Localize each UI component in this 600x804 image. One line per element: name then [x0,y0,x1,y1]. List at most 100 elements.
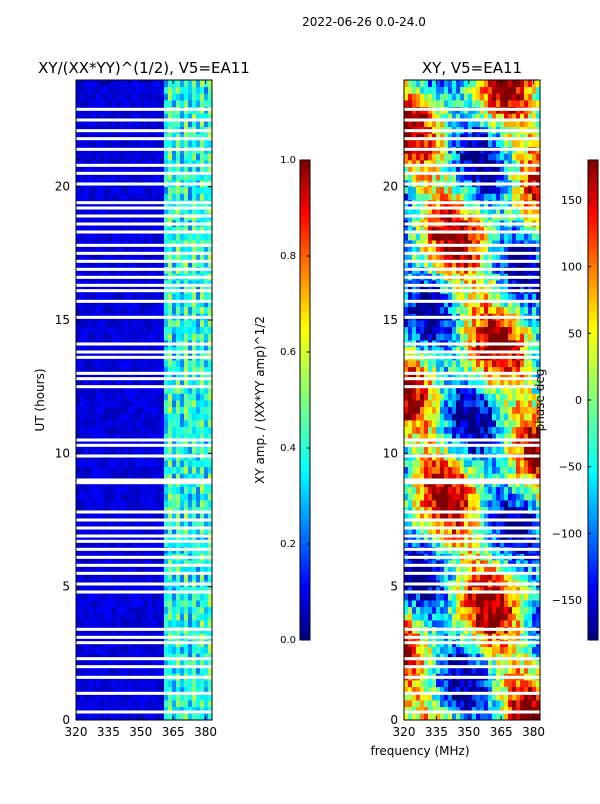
heatmap-b-cell [420,400,424,407]
heatmap-a-cell [80,620,84,627]
heatmap-b-cell [416,680,420,687]
heatmap-b-cell [508,700,512,707]
heatmap-b-cell [440,487,444,494]
heatmap-a-cell [148,360,152,367]
heatmap-b-cell [484,647,488,654]
heatmap-b-cell [492,420,496,427]
heatmap-b-cell [440,407,444,414]
heatmap-a-cell [148,460,152,467]
heatmap-b-cell [488,487,492,494]
heatmap-a-cell [204,420,208,427]
heatmap-a-cell [192,680,196,687]
heatmap-a-cell [200,460,204,467]
heatmap-a-cell [136,447,140,454]
heatmap-b-cell [408,447,412,454]
heatmap-a-cell [192,593,196,600]
heatmap-a-cell [192,307,196,314]
heatmap-a-cell [108,407,112,414]
heatmap-b-cell [416,620,420,627]
heatmap-a-cell [84,700,88,707]
heatmap-a-cell [88,620,92,627]
heatmap-a-cell [148,607,152,614]
heatmap-a-cell [140,593,144,600]
heatmap-a-cell [160,393,164,400]
heatmap-b-cell [520,420,524,427]
heatmap-b-cell [476,593,480,600]
heatmap-a-cell [80,427,84,434]
heatmap-b-cell [492,407,496,414]
heatmap-b-cell [472,487,476,494]
heatmap-a-cell [188,420,192,427]
heatmap-a-cell [96,100,100,107]
heatmap-a-cell [140,420,144,427]
heatmap-a-cell [176,613,180,620]
heatmap-b-cell [472,460,476,467]
heatmap-b-cell [468,600,472,607]
heatmap-a-cell [144,460,148,467]
heatmap-a-cell [116,193,120,200]
heatmap-a-cell [196,620,200,627]
heatmap-a-cell [132,467,136,474]
heatmap-a-cell [144,100,148,107]
heatmap-a-cell [140,293,144,300]
heatmap-b-cell [436,600,440,607]
heatmap-a-cell [164,607,168,614]
heatmap-a-cell [124,93,128,100]
heatmap-b-cell [492,600,496,607]
heatmap-b-cell [456,607,460,614]
heatmap-a-cell [168,87,172,94]
heatmap-a-cell [180,153,184,160]
heatmap-a-cell [136,187,140,194]
heatmap-a-cell [196,493,200,500]
heatmap-a-cell [180,187,184,194]
heatmap-a-cell [128,307,132,314]
heatmap-a-cell [188,80,192,87]
heatmap-a-cell [108,700,112,707]
heatmap-a-cell [124,187,128,194]
heatmap-b-cell [412,607,416,614]
heatmap-a-cell [176,487,180,494]
heatmap-a-cell [136,293,140,300]
heatmap-a-cell [100,413,104,420]
heatmap-a-cell [120,613,124,620]
heatmap-b-cell [440,493,444,500]
heatmap-b-cell [440,700,444,707]
heatmap-a-cell [136,307,140,314]
heatmap-a-cell [156,460,160,467]
heatmap-b-cell [444,600,448,607]
heatmap-a-cell [132,500,136,507]
heatmap-a-cell [76,700,80,707]
heatmap-b-cell [504,467,508,474]
heatmap-b-cell [404,467,408,474]
heatmap-a-cell [92,593,96,600]
heatmap-a-cell [184,493,188,500]
heatmap-a-cell [196,307,200,314]
flagged-row-a [76,479,212,482]
colorbar-a [300,160,310,640]
heatmap-a-cell [140,233,144,240]
panel-b-heatmap [404,80,540,720]
heatmap-a-cell [148,493,152,500]
heatmap-b-cell [532,460,536,467]
heatmap-a-cell [176,320,180,327]
heatmap-b-cell [428,607,432,614]
heatmap-a-cell [188,487,192,494]
heatmap-b-cell [516,713,520,720]
heatmap-b-cell [480,680,484,687]
heatmap-a-cell [200,320,204,327]
heatmap-b-cell [452,613,456,620]
heatmap-b-cell [408,713,412,720]
heatmap-b-cell [408,613,412,620]
heatmap-a-cell [144,393,148,400]
heatmap-a-cell [112,360,116,367]
heatmap-a-cell [196,193,200,200]
heatmap-a-cell [120,607,124,614]
heatmap-a-cell [176,307,180,314]
heatmap-a-cell [76,360,80,367]
heatmap-a-cell [116,393,120,400]
heatmap-a-cell [112,413,116,420]
heatmap-b-cell [484,487,488,494]
heatmap-a-cell [120,467,124,474]
heatmap-b-cell [460,647,464,654]
heatmap-b-cell [532,613,536,620]
